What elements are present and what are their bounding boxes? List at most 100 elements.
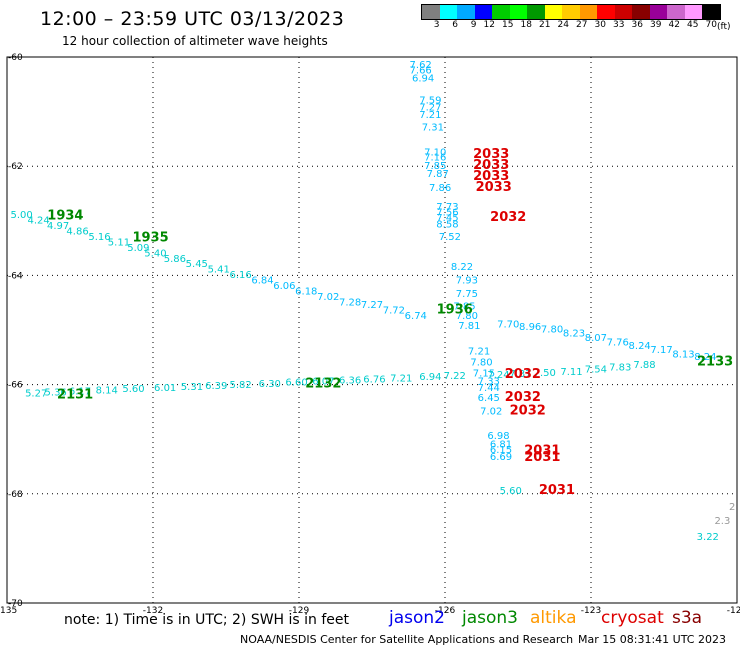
swh-value-label: 7.81 <box>458 321 480 332</box>
legend-swatch <box>527 5 545 19</box>
swh-value-label: 6.76 <box>363 374 385 385</box>
lat-tick-label: -70 <box>8 599 23 609</box>
pass-time-label: 1935 <box>132 231 168 246</box>
lon-tick-label: -123 <box>581 606 601 616</box>
legend-tick: 15 <box>502 20 514 30</box>
swh-value-label: 5.11 <box>108 237 130 248</box>
swh-value-label: 6.07 <box>312 377 334 388</box>
swh-value-label: 8.22 <box>451 262 473 273</box>
swh-value-label: 7.87 <box>427 169 449 180</box>
pass-time-label: 2033 <box>473 147 509 162</box>
generation-timestamp: Mar 15 08:31:41 UTC 2023 <box>578 633 726 646</box>
swh-value-label: 7.22 <box>444 371 466 382</box>
legend-tick: 12 <box>483 20 495 30</box>
swh-value-label: 7.31 <box>422 123 444 134</box>
pass-time-label: 2032 <box>505 367 541 382</box>
swh-value-label: 7.37 <box>509 369 531 380</box>
footer-note: note: 1) Time is in UTC; 2) SWH is in fe… <box>64 612 350 628</box>
swh-value-label: 7.27 <box>361 300 383 311</box>
lat-tick-label: -68 <box>8 490 23 500</box>
swh-value-label: 7.21 <box>390 373 412 384</box>
pass-time-label: 2032 <box>490 210 526 225</box>
lon-tick-label: -129 <box>289 606 310 616</box>
swh-value-label: 7.72 <box>383 306 405 317</box>
swh-value-label: 6.45 <box>478 393 500 404</box>
swh-value-label: 7.44 <box>478 383 500 394</box>
swh-value-label: 6.01 <box>154 383 176 394</box>
swh-value-label: 6.94 <box>419 372 441 383</box>
legend-swatch <box>597 5 615 19</box>
swh-value-label: 8.24 <box>694 352 716 363</box>
lat-tick-label: -60 <box>8 53 23 63</box>
swh-value-label: 7.75 <box>456 289 478 300</box>
lat-tick-label: -66 <box>8 381 23 391</box>
swh-value-label: 8.23 <box>563 329 585 340</box>
legend-unit: (ft) <box>717 22 731 32</box>
swh-value-label: 6.18 <box>295 287 317 298</box>
swh-value-label: 4.24 <box>28 216 50 227</box>
pass-time-label: 2133 <box>697 354 733 369</box>
swh-value-label: 6.16 <box>229 270 251 281</box>
pass-time-label: 2031 <box>524 443 560 458</box>
legend-swatch <box>492 5 510 19</box>
legend-tick: 24 <box>557 20 569 30</box>
legend-swatch <box>579 5 597 19</box>
swh-value-label: 6.30 <box>259 379 281 390</box>
legend-tick: 45 <box>687 20 699 30</box>
swh-value-label: 7.83 <box>609 362 631 373</box>
legend-swatch <box>702 5 720 19</box>
pass-time-label: 2131 <box>57 387 93 402</box>
legend-swatch <box>509 5 527 19</box>
legend-swatch <box>474 5 492 19</box>
pass-time-label: 2032 <box>510 404 546 419</box>
swh-value-label: 5.09 <box>127 243 149 254</box>
swh-value-label: 5.36 <box>45 388 67 399</box>
legend-swatch <box>457 5 475 19</box>
swh-value-label: 8.07 <box>585 333 607 344</box>
swh-value-label: 5.45 <box>186 259 208 270</box>
swh-value-label: 6.94 <box>412 74 434 85</box>
legend-tick: 70 <box>705 20 717 30</box>
satellite-name-jason3: jason3 <box>462 608 518 628</box>
swh-value-label: 7.80 <box>470 357 492 368</box>
map-subtitle: 12 hour collection of altimeter wave hei… <box>62 34 328 48</box>
swh-value-label: 7.17 <box>650 345 672 356</box>
swh-value-label: 8.14 <box>96 385 118 396</box>
swh-value-label: 2.3 <box>714 516 730 527</box>
swh-value-label: 7.54 <box>585 365 607 376</box>
pass-time-label: 2033 <box>473 158 509 173</box>
swh-value-label: 7.66 <box>410 65 432 76</box>
swh-value-label: 6.06 <box>273 281 295 292</box>
swh-value-label: 7.56 <box>436 207 458 218</box>
swh-value-label: 6.98 <box>487 431 509 442</box>
pass-time-label: 2031 <box>539 483 575 498</box>
swh-value-label: 8.13 <box>672 349 694 360</box>
swh-value-label: 5.60 <box>500 486 522 497</box>
swh-value-label: 7.27 <box>419 103 441 114</box>
legend-swatches <box>421 4 721 20</box>
swh-value-label: 7.11 <box>560 367 582 378</box>
satellite-name-altika: altika <box>530 608 577 628</box>
legend-tick: 6 <box>452 20 458 30</box>
swh-value-label: 3.22 <box>697 532 719 543</box>
swh-value-label: 7.70 <box>497 319 519 330</box>
swh-value-label: 7.21 <box>419 110 441 121</box>
swh-value-label: 2 <box>729 502 735 513</box>
pass-time-label: 1934 <box>47 209 83 224</box>
satellite-name-s3a: s3a <box>672 608 703 628</box>
swh-value-label: 6.69 <box>490 452 512 463</box>
pass-time-label: 2033 <box>476 180 512 195</box>
legend-tick: 33 <box>613 20 625 30</box>
swh-value-label: 4.86 <box>66 226 88 237</box>
swh-value-label: 7.33 <box>478 377 500 388</box>
swh-value-label: 5.86 <box>164 254 186 265</box>
legend-tick: 18 <box>520 20 532 30</box>
legend-tick: 36 <box>631 20 643 30</box>
swh-value-label: 7.28 <box>339 297 361 308</box>
swh-value-label: 8.96 <box>519 322 541 333</box>
legend-tick: 3 <box>433 20 440 30</box>
swh-value-label: 5.40 <box>144 248 166 259</box>
pass-time-label: 2132 <box>305 376 341 391</box>
swh-value-label: 6.39 <box>205 381 227 392</box>
lon-tick-label: -132 <box>143 606 163 616</box>
